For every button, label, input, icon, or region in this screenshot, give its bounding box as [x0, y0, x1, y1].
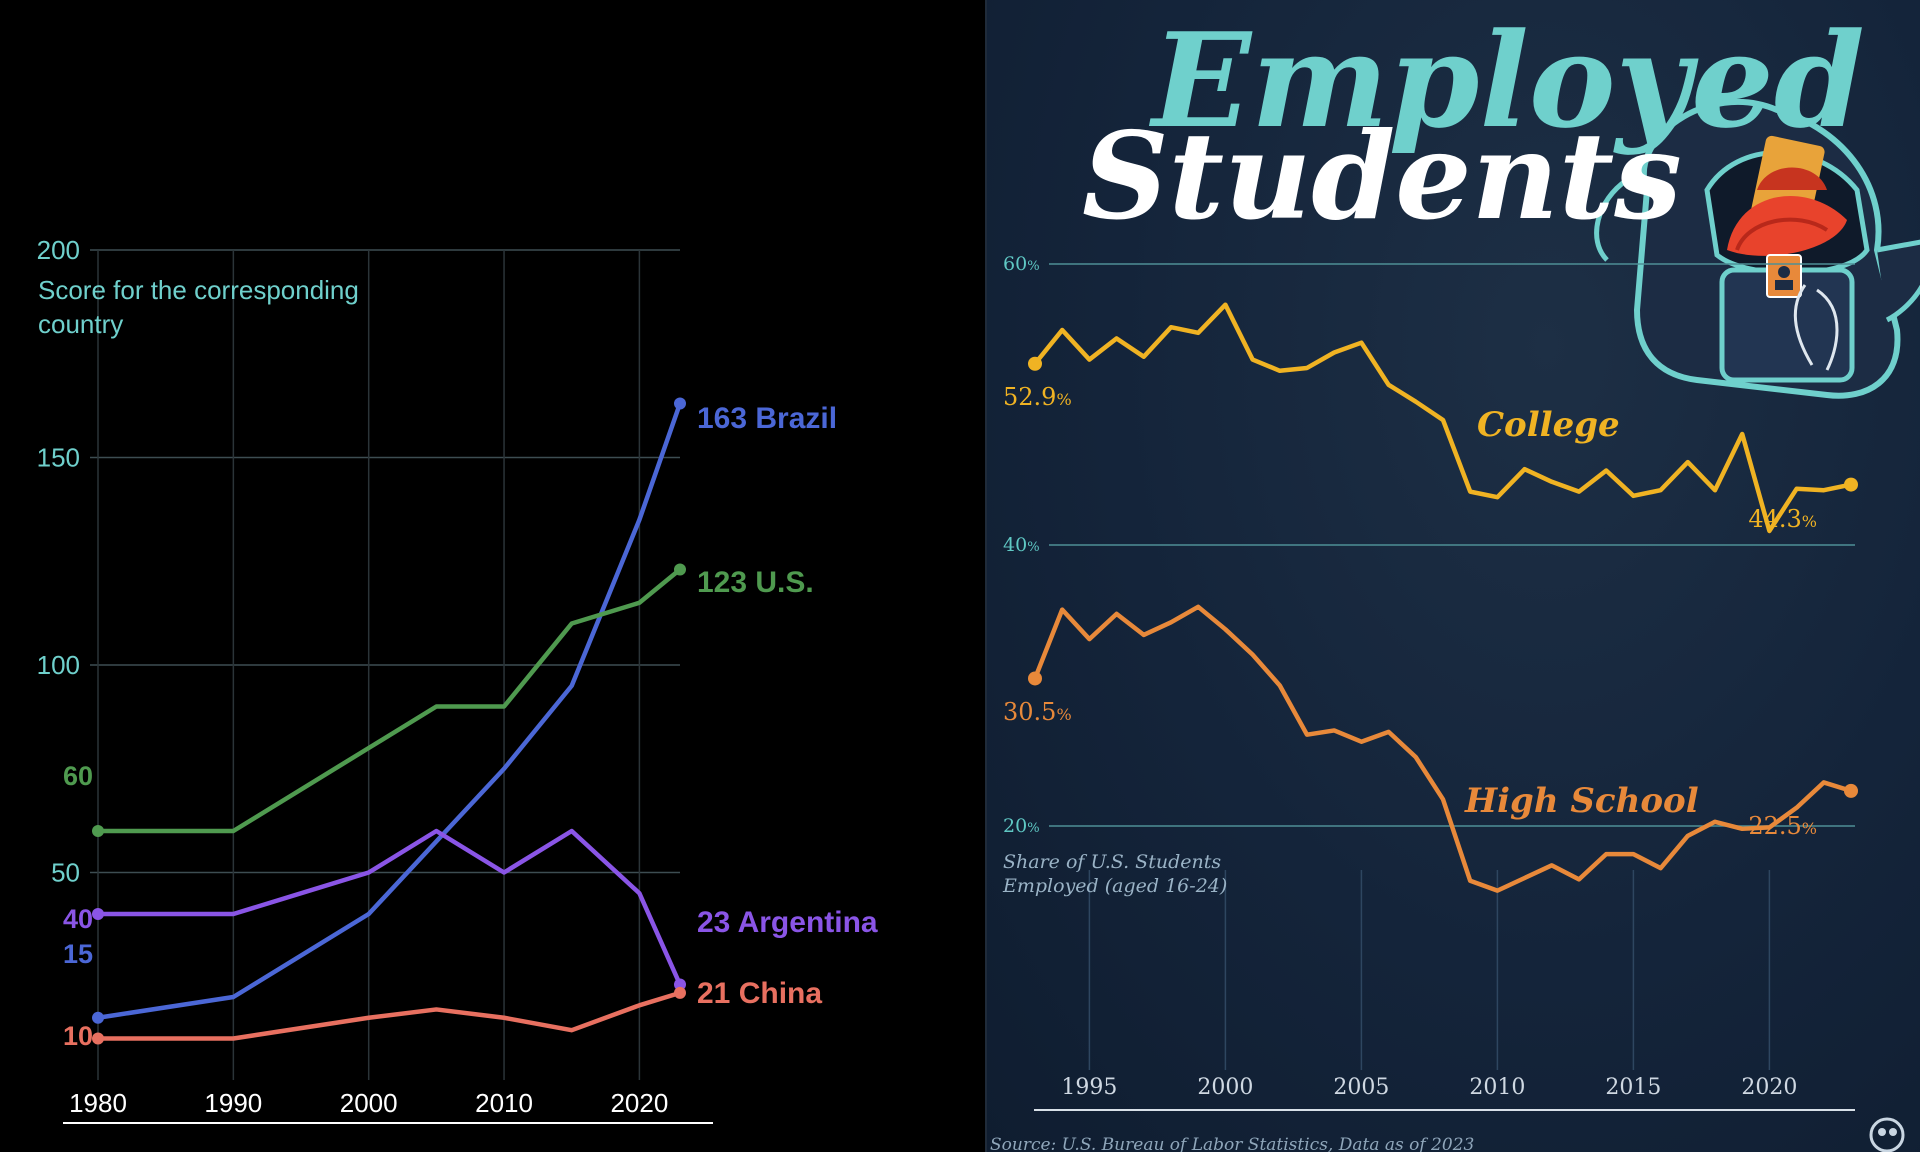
- series-end-label: 21 China: [697, 977, 822, 1010]
- series-line-brazil: [97, 402, 683, 1020]
- panel-divider: [985, 0, 988, 1152]
- series-start-point: [92, 1032, 104, 1045]
- x-tick-label: 1995: [1061, 1075, 1117, 1100]
- series-end-label: 123 U.S.: [697, 566, 814, 599]
- series-line-college: [1033, 302, 1852, 534]
- chart-title-line1: Employed: [1148, 4, 1865, 157]
- y-tick-label: 50: [51, 858, 80, 888]
- y-tick-label: 20%: [1003, 815, 1040, 837]
- series-end-label: 163 Brazil: [697, 402, 837, 435]
- series-line-high-school: [1032, 604, 1852, 893]
- x-tick-label: 2000: [1197, 1075, 1253, 1100]
- series-start-label: 60: [63, 761, 93, 791]
- y-axis-title-line1: Score for the corresponding: [38, 275, 359, 305]
- series-start-label: 40: [63, 904, 93, 934]
- y-tick-label: 150: [37, 443, 80, 473]
- series-end-point: [1844, 783, 1858, 798]
- series-start-label: 15: [63, 939, 93, 969]
- series-start-label: 30.5%: [1003, 698, 1072, 726]
- series-end-point: [674, 978, 686, 991]
- series-end-label: 22.5%: [1748, 812, 1817, 840]
- series-end-point: [674, 563, 686, 576]
- employed-students-chart: Employed Students 60% 40% 20% 1995 2000 2005 2…: [990, 4, 1920, 1152]
- series-name-label: High School: [1464, 781, 1699, 821]
- x-tick-label: 1990: [204, 1088, 262, 1118]
- y-tick-label: 100: [37, 650, 80, 680]
- series-start-point: [92, 1011, 104, 1024]
- series-line-us: [98, 567, 682, 834]
- series-line-argentina: [98, 828, 683, 986]
- left-chart-panel: 200 150 100 50 1980 1990 2000 2010 2020 163 Braz…: [36, 235, 878, 1124]
- x-tick-label: 2010: [1469, 1075, 1525, 1100]
- series-end-point: [674, 986, 686, 999]
- x-tick-label: 2020: [610, 1088, 668, 1118]
- logo-icon: [1869, 1117, 1905, 1152]
- series-start-point: [1028, 356, 1042, 371]
- y-axis-title-line2: country: [38, 309, 123, 339]
- series-start-point: [92, 825, 104, 837]
- chart-title-line2: Students: [1082, 106, 1682, 247]
- y-tick-label: 40%: [1003, 534, 1040, 556]
- x-tick-label: 2015: [1605, 1075, 1661, 1100]
- y-axis-title-line2: Employed (aged 16-24): [1002, 875, 1227, 897]
- x-tick-label: 2005: [1333, 1075, 1389, 1100]
- series-end-point: [1844, 477, 1858, 492]
- series-end-label: 44.3%: [1748, 505, 1817, 533]
- series-start-label: 10: [63, 1021, 93, 1051]
- source-note: Source: U.S. Bureau of Labor Statistics,…: [990, 1135, 1474, 1152]
- series-name-label: College: [1477, 405, 1620, 445]
- series-start-point: [92, 908, 104, 920]
- x-tick-label: 2020: [1741, 1075, 1797, 1100]
- y-tick-label: 200: [37, 235, 80, 265]
- x-tick-label: 2010: [475, 1088, 533, 1118]
- series-start-label: 52.9%: [1003, 383, 1072, 411]
- series-start-point: [1028, 671, 1042, 686]
- score-line-chart: 200 150 100 50 1980 1990 2000 2010 2020 163 Braz…: [37, 235, 878, 1124]
- series-line-china: [98, 990, 681, 1041]
- series-end-point: [674, 397, 686, 410]
- backpack-illustration: [1594, 98, 1920, 399]
- y-axis-title-line1: Share of U.S. Students: [1003, 851, 1221, 873]
- series-end-label: 23 Argentina: [697, 906, 878, 939]
- y-tick-label: 60%: [1003, 253, 1040, 275]
- x-tick-label: 1980: [69, 1088, 127, 1118]
- right-chart-panel: Employed Students 60% 40% 20% 1995 2000 2005 2…: [987, 0, 1920, 1152]
- x-tick-label: 2000: [340, 1088, 398, 1118]
